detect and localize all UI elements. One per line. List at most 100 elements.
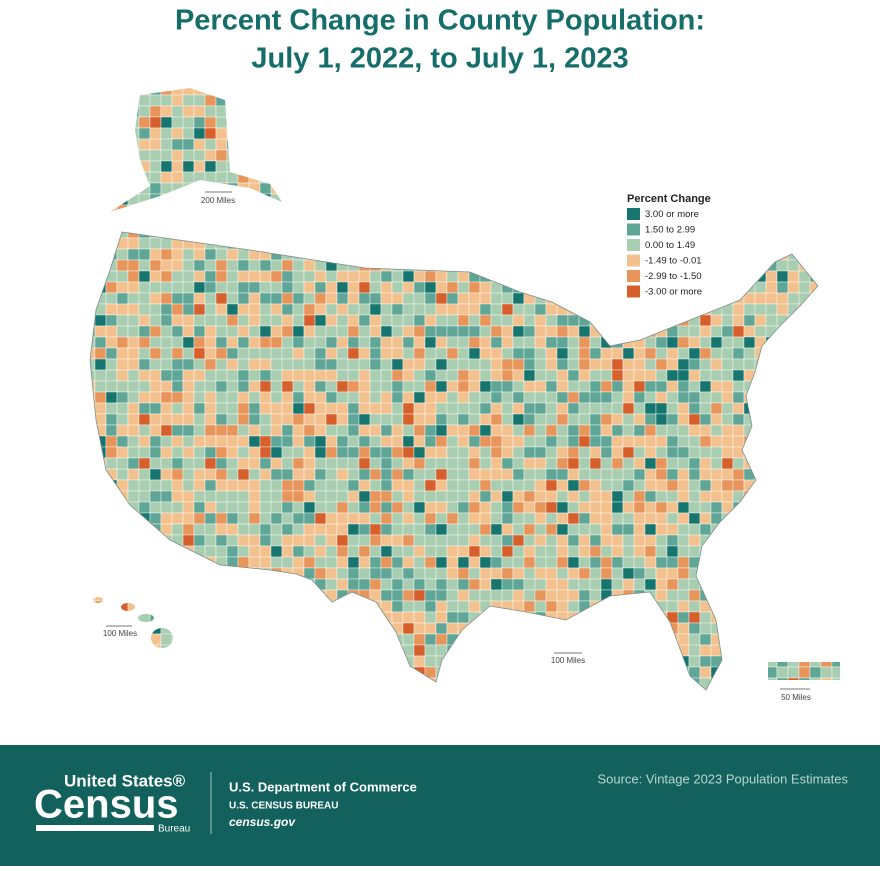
county-tile [248,380,261,393]
county-tile [314,138,327,151]
county-tile [237,677,250,690]
county-tile [182,138,195,151]
county-tile [743,644,756,657]
county-tile [358,314,371,327]
county-tile [655,347,668,360]
county-tile [589,589,602,602]
county-tile [633,655,646,668]
county-tile [743,633,756,646]
county-tile [226,226,239,239]
county-tile [116,501,129,514]
county-tile [314,127,327,140]
county-tile [116,369,129,382]
county-tile [754,303,767,316]
county-tile [545,677,558,690]
county-tile [820,358,833,371]
legend-label: -3.00 or more [645,287,702,298]
county-tile [90,468,96,481]
county-tile [534,567,547,580]
county-tile [237,88,250,96]
county-tile [314,545,327,558]
county-tile [138,88,151,96]
county-tile [710,589,723,602]
county-tile [589,512,602,525]
county-tile [292,479,305,492]
county-tile [611,468,624,481]
county-tile [765,182,778,195]
county-tile [380,138,393,151]
county-tile [479,391,492,404]
county-tile [270,292,283,305]
county-tile [380,160,393,173]
county-tile [457,391,470,404]
county-tile [336,402,349,415]
county-tile [611,534,624,547]
county-tile [171,413,184,426]
county-tile [325,369,338,382]
county-tile [270,281,283,294]
county-tile [688,567,701,580]
county-tile [512,655,525,668]
county-tile [237,567,250,580]
county-tile [843,645,854,656]
county-tile [545,88,558,96]
county-tile [160,512,173,525]
county-tile [182,490,195,503]
county-tile [809,226,822,239]
county-tile [754,160,767,173]
county-tile [446,490,459,503]
county-tile [237,512,250,525]
county-tile [391,127,404,140]
county-tile [292,204,305,217]
county-tile [831,589,840,602]
county-tile [798,171,811,184]
county-tile [171,446,184,459]
county-tile [358,633,371,646]
county-tile [446,193,459,206]
county-tile [556,292,569,305]
county-tile [270,204,283,217]
county-tile [776,578,789,591]
county-tile [281,391,294,404]
county-tile [358,325,371,338]
county-tile [831,523,840,536]
county-tile [754,105,767,118]
county-tile [204,512,217,525]
county-tile [732,523,745,536]
county-tile [743,226,756,239]
county-tile [336,259,349,272]
legend-swatch [627,254,640,267]
county-tile [292,160,305,173]
county-tile [457,149,470,162]
county-tile [270,138,283,151]
county-tile [347,644,360,657]
county-tile [193,677,206,690]
county-tile [138,204,151,217]
county-tile [248,633,261,646]
county-tile [336,182,349,195]
county-tile [171,578,184,591]
county-tile [358,677,371,690]
county-tile [843,293,854,304]
county-tile [611,347,624,360]
county-tile [523,622,536,635]
county-tile [622,578,635,591]
county-tile [545,402,558,415]
county-tile [589,226,602,239]
county-tile [446,182,459,195]
county-tile [369,160,382,173]
county-tile [105,204,118,217]
county-tile [215,666,228,679]
county-tile [90,666,96,679]
county-tile [843,612,854,623]
county-tile [644,567,657,580]
county-tile [237,281,250,294]
county-tile [699,622,712,635]
county-tile [391,369,404,382]
county-tile [259,94,272,107]
county-tile [644,666,657,679]
county-tile [171,204,184,217]
county-tile [809,644,822,657]
county-tile [468,358,481,371]
county-tile [843,590,854,601]
